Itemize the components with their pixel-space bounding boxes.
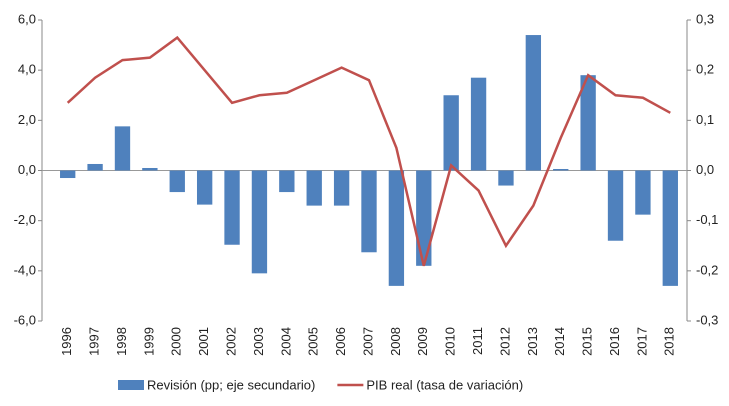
y2-tick-label: 0,1 bbox=[696, 112, 714, 127]
bar bbox=[580, 75, 596, 171]
y-tick-label: 4,0 bbox=[18, 62, 36, 77]
bar bbox=[662, 170, 678, 286]
legend-label: PIB real (tasa de variación) bbox=[366, 377, 523, 392]
x-tick-label: 2011 bbox=[470, 327, 485, 355]
x-tick-label: 2010 bbox=[443, 327, 458, 356]
x-tick-label: 2012 bbox=[497, 327, 512, 356]
bar bbox=[169, 170, 185, 193]
x-tick-label: 1998 bbox=[114, 327, 129, 356]
x-tick-label: 2001 bbox=[196, 327, 211, 356]
legend-swatch bbox=[118, 380, 144, 390]
y-tick-label: -2,0 bbox=[14, 212, 36, 227]
x-tick-label: 2007 bbox=[360, 327, 375, 356]
x-tick-label: 2002 bbox=[223, 327, 238, 356]
y-tick-label: -6,0 bbox=[14, 312, 36, 327]
bar bbox=[553, 168, 569, 171]
bar bbox=[114, 126, 131, 171]
x-tick-label: 1999 bbox=[141, 327, 156, 356]
bar bbox=[279, 170, 295, 193]
bar bbox=[87, 163, 103, 171]
x-tick-label: 2006 bbox=[333, 327, 348, 356]
y2-tick-label: -0,2 bbox=[696, 262, 718, 277]
bar bbox=[306, 170, 322, 206]
bar bbox=[443, 95, 459, 171]
x-tick-label: 1997 bbox=[87, 327, 102, 356]
y2-tick-label: 0,3 bbox=[696, 11, 714, 26]
bar bbox=[470, 77, 487, 171]
x-tick-label: 2016 bbox=[607, 327, 622, 356]
bar bbox=[525, 35, 542, 171]
x-tick-label: 2003 bbox=[251, 327, 266, 356]
bar bbox=[60, 170, 76, 179]
legend-label: Revisión (pp; eje secundario) bbox=[147, 377, 315, 392]
bar bbox=[416, 170, 432, 266]
x-tick-label: 2018 bbox=[662, 327, 677, 356]
line bbox=[66, 35, 671, 267]
y-tick-label: 2,0 bbox=[18, 112, 36, 127]
bar bbox=[498, 170, 514, 186]
x-tick-label: 2013 bbox=[525, 327, 540, 356]
x-tick-label: 2014 bbox=[552, 327, 567, 356]
x-tick-label: 2009 bbox=[415, 327, 430, 356]
y-tick-label: 0,0 bbox=[18, 162, 36, 177]
bar bbox=[388, 170, 405, 286]
x-tick-label: 2015 bbox=[580, 327, 595, 356]
x-tick-label: 1996 bbox=[59, 327, 74, 356]
x-tick-label: 2000 bbox=[169, 327, 184, 356]
x-tick-label: 2017 bbox=[634, 327, 649, 356]
bar bbox=[333, 170, 350, 206]
y-tick-label: 6,0 bbox=[18, 11, 36, 26]
bar bbox=[142, 167, 158, 171]
bar bbox=[361, 170, 377, 253]
y2-tick-label: 0,2 bbox=[696, 62, 714, 77]
bar bbox=[635, 170, 651, 215]
y2-tick-label: 0,0 bbox=[696, 162, 714, 177]
x-tick-label: 2004 bbox=[278, 327, 293, 356]
x-tick-label: 2008 bbox=[388, 327, 403, 356]
bar bbox=[196, 170, 213, 205]
y2-tick-label: -0,3 bbox=[696, 312, 718, 327]
y-tick-label: -4,0 bbox=[14, 262, 36, 277]
bar bbox=[224, 170, 240, 245]
bar bbox=[607, 170, 624, 241]
bar bbox=[251, 170, 268, 274]
y2-tick-label: -0,1 bbox=[696, 212, 718, 227]
x-tick-label: 2005 bbox=[306, 327, 321, 356]
